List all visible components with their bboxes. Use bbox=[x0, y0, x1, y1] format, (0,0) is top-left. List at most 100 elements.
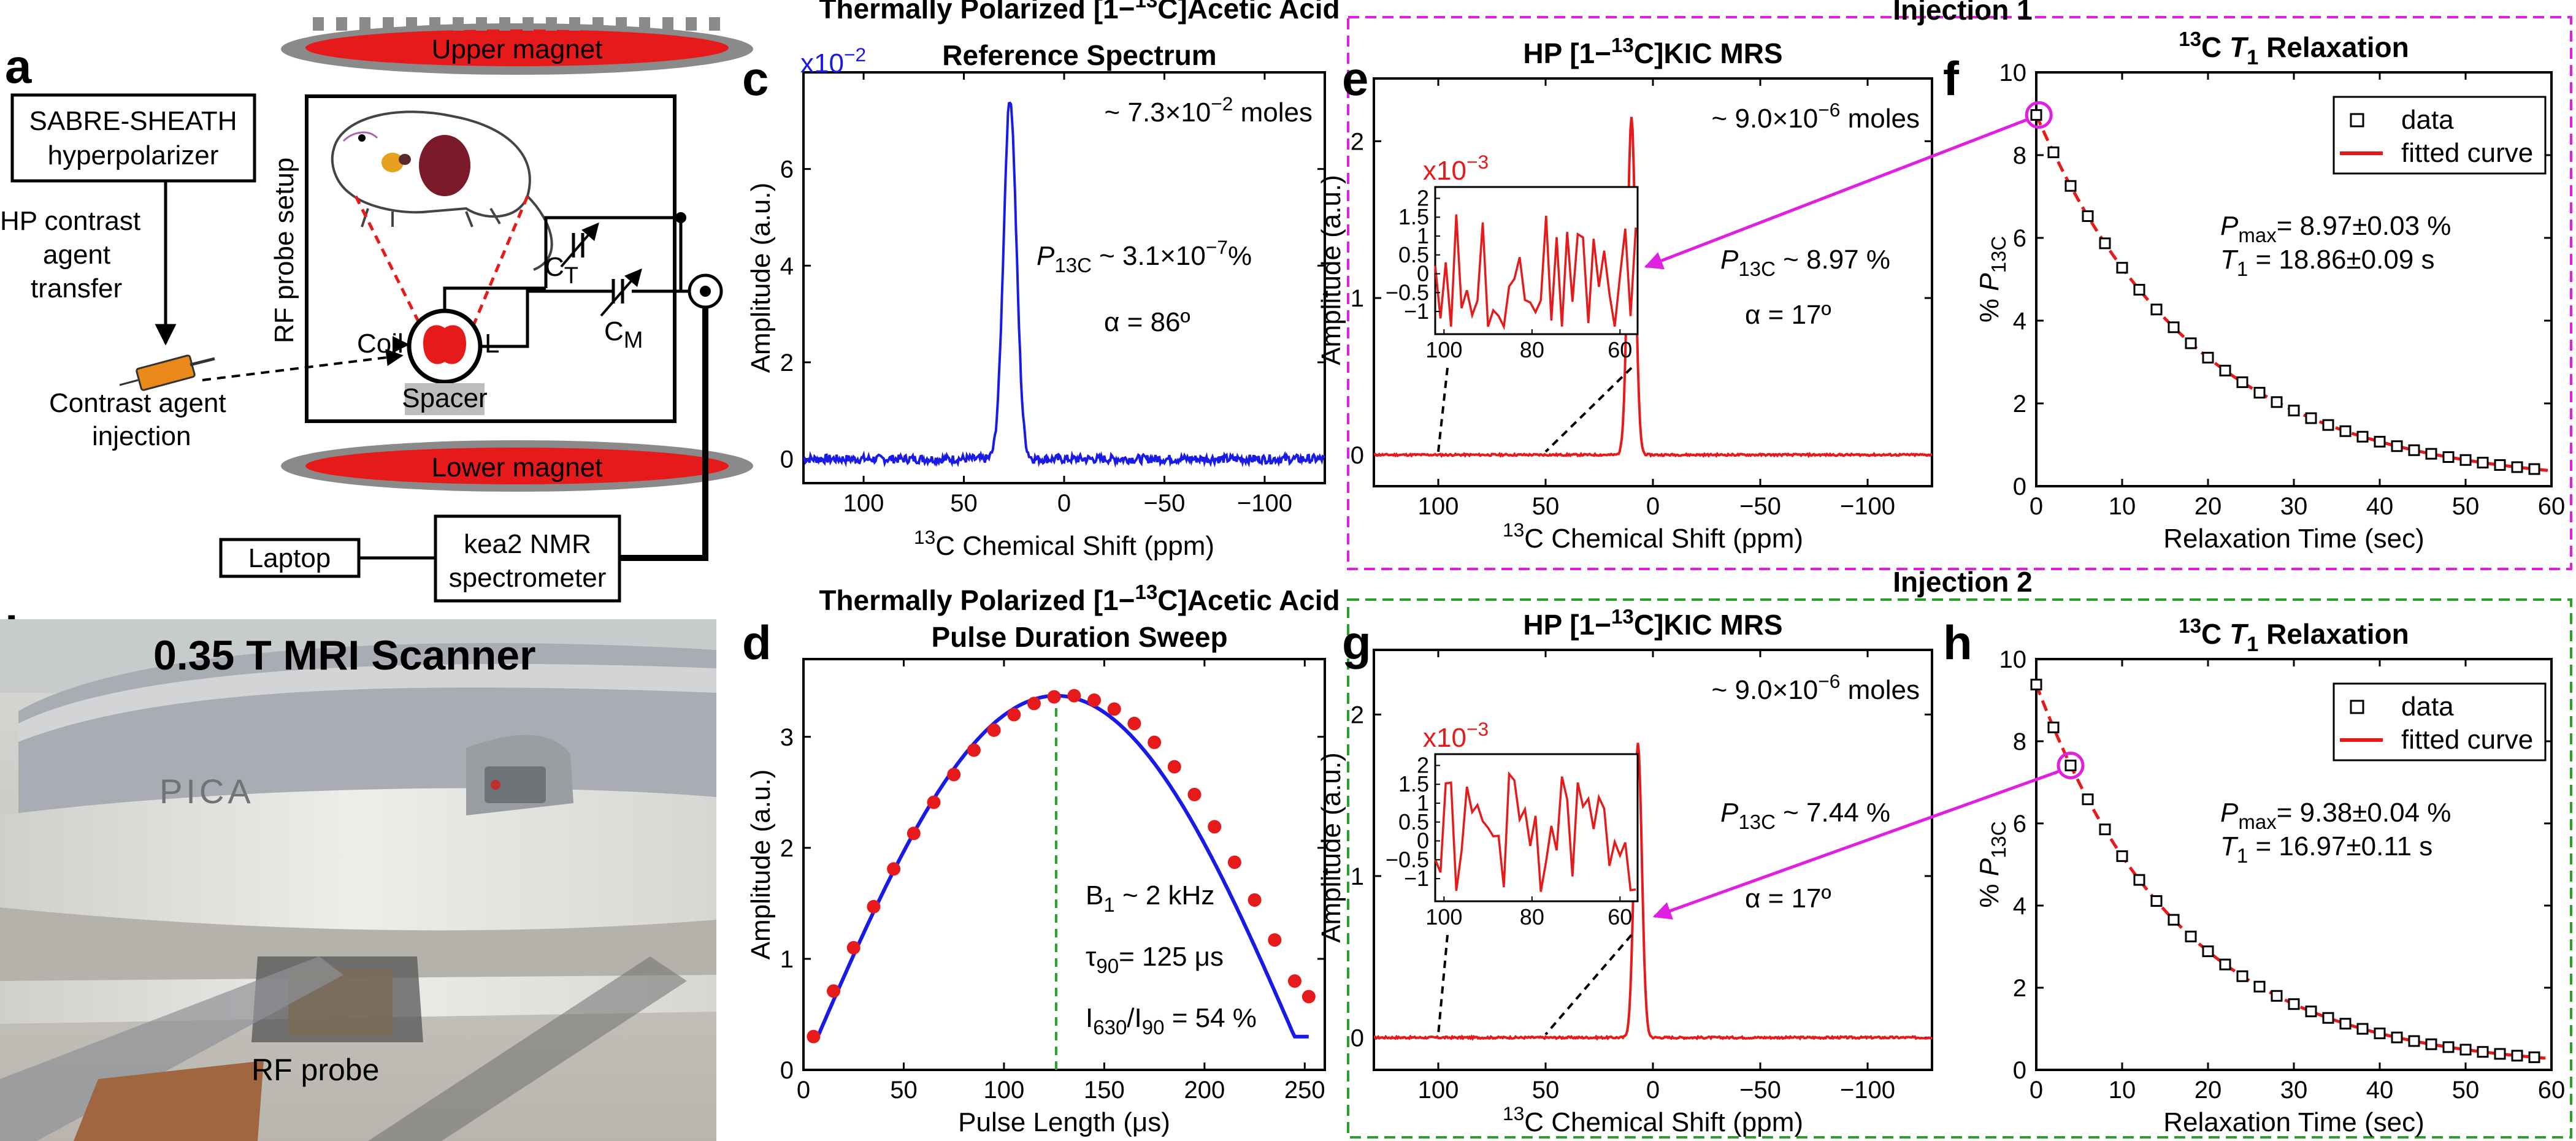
coil: Coil Spacer L bbox=[357, 308, 499, 415]
panel-label-g: g bbox=[1342, 616, 1371, 670]
chart-c-ylabel: Amplitude (a.u.) bbox=[746, 183, 776, 373]
chart-d-point bbox=[907, 826, 921, 841]
chart-h-data-point bbox=[2374, 1027, 2386, 1039]
chart-d-point bbox=[1067, 689, 1081, 703]
chart-d-point bbox=[1047, 690, 1061, 704]
chart-e-inset-ytick-label: 0.5 bbox=[1398, 242, 1429, 267]
cross-panel-arrows bbox=[1644, 101, 2085, 920]
chart-g-inset-ytick-label: −0.5 bbox=[1386, 847, 1429, 872]
chart-h-ytick-label: 10 bbox=[1999, 646, 2027, 673]
chart-c-spectrum-line bbox=[802, 101, 1326, 468]
chart-f-data-point bbox=[2356, 430, 2369, 443]
chart-h-ytick-label: 8 bbox=[2013, 728, 2026, 755]
chart-e-ylabel: Amplitude (a.u.) bbox=[1316, 175, 1346, 365]
chart-f-data-point bbox=[2511, 461, 2523, 473]
chart-e-xtick-label: 0 bbox=[1646, 493, 1660, 520]
chart-f-xtick-label: 10 bbox=[2109, 493, 2136, 520]
chart-e-ytick-label: 1 bbox=[1351, 285, 1364, 312]
chart-f-data-point bbox=[2477, 457, 2489, 469]
injection-1-label: Injection 1 bbox=[1893, 0, 2032, 26]
chart-d-point bbox=[1227, 855, 1241, 869]
chart-d-point bbox=[827, 984, 841, 998]
chart-f-data-point bbox=[2391, 440, 2403, 452]
chart-h-data-point bbox=[2116, 850, 2128, 862]
chart-h-t1-relaxation-inj2: 0 10 20 30 40 50 60 0 2 4 6 8 10 13C T1 Relaxation Rel… bbox=[1974, 615, 2565, 1137]
arrow-f-to-e bbox=[1644, 118, 2028, 270]
injection-2-label: Injection 2 bbox=[1893, 566, 2032, 598]
chart-f-data-point bbox=[2339, 425, 2352, 437]
dashed-guide-left bbox=[354, 195, 425, 332]
chart-h-data-point bbox=[2064, 760, 2077, 772]
chart-f-data-point bbox=[2168, 321, 2180, 334]
chart-c-xlabel: 13C Chemical Shift (ppm) bbox=[914, 526, 1214, 561]
chart-d-point bbox=[1027, 696, 1041, 711]
chart-f-xtick-label: 30 bbox=[2280, 493, 2308, 520]
chart-e-inset-line bbox=[1434, 214, 1637, 330]
chart-d-point bbox=[947, 768, 961, 782]
chart-f-legend-data: data bbox=[2401, 105, 2454, 135]
chart-f-data-point bbox=[2271, 396, 2283, 408]
chart-d-point bbox=[807, 1029, 821, 1044]
chart-h-data-point bbox=[2150, 895, 2163, 907]
lower-magnet-label: Lower magnet bbox=[432, 452, 603, 483]
panel-label-f: f bbox=[1943, 52, 1960, 105]
chart-c-alpha: α = 86º bbox=[1104, 307, 1190, 337]
chart-g-inset-ytick-label: −1 bbox=[1404, 866, 1429, 891]
chart-g-inset-scale: x10−3 bbox=[1423, 718, 1489, 753]
chart-d-point bbox=[1287, 974, 1301, 988]
chart-f-xtick-label: 40 bbox=[2366, 493, 2394, 520]
upper-magnet-label: Upper magnet bbox=[432, 34, 603, 64]
chart-g-xtick-label: 100 bbox=[1418, 1077, 1459, 1104]
chart-e-title: HP [1−13C]KIC MRS bbox=[1523, 34, 1782, 69]
chart-f-ylabel: % P13C bbox=[1974, 236, 2010, 322]
chart-h-data-point bbox=[2511, 1050, 2523, 1062]
chart-h-legend bbox=[2333, 682, 2547, 761]
chart-h-data-point bbox=[2442, 1041, 2455, 1053]
chart-h-data-point bbox=[2288, 998, 2300, 1010]
chart-h-data-point bbox=[2408, 1035, 2420, 1047]
spectrometer-label-1: kea2 NMR bbox=[464, 529, 591, 559]
chart-g-ytick-label: 2 bbox=[1351, 701, 1364, 728]
lower-magnet: Lower magnet bbox=[281, 440, 753, 492]
chart-d-point bbox=[1268, 933, 1282, 947]
chart-d-point bbox=[1148, 735, 1162, 749]
chart-g-alpha: α = 17º bbox=[1745, 883, 1831, 914]
chart-c-ytick-label: 0 bbox=[780, 446, 794, 473]
chart-h-legend-data: data bbox=[2401, 692, 2454, 722]
chart-h-data-point bbox=[2305, 1006, 2317, 1018]
chart-h-xtick-label: 50 bbox=[2452, 1077, 2480, 1104]
chart-d-tau: τ90= 125 μs bbox=[1086, 942, 1224, 977]
chart-g-inset-xtick-label: 80 bbox=[1520, 904, 1544, 929]
chart-f-data-point bbox=[2442, 451, 2455, 463]
chart-e-zoom-left bbox=[1437, 367, 1449, 452]
spacer-block bbox=[405, 383, 485, 415]
chart-f-title: 13C T1 Relaxation bbox=[2179, 28, 2409, 69]
chart-d-ylabel: Amplitude (a.u.) bbox=[746, 769, 776, 960]
chart-d-point bbox=[1167, 760, 1181, 774]
chart-c-moles: ~ 7.3×10−2 moles bbox=[1105, 93, 1313, 128]
chart-g-inset-line bbox=[1434, 771, 1636, 892]
chart-d-point bbox=[867, 899, 881, 914]
injection-1-box bbox=[1347, 16, 2572, 570]
transfer-label-1: HP contrast bbox=[0, 206, 140, 236]
chart-f-data-point bbox=[2133, 284, 2145, 296]
junction-dot bbox=[675, 212, 686, 223]
panel-label-a: a bbox=[5, 39, 32, 93]
chart-d-frame bbox=[802, 658, 1326, 1071]
chart-h-data-point bbox=[2528, 1051, 2540, 1063]
chart-c-xtick-label: −100 bbox=[1237, 490, 1292, 517]
chart-e-moles: ~ 9.0×10−6 moles bbox=[1712, 99, 1920, 134]
chart-f-data-point bbox=[2288, 405, 2300, 417]
chart-h-data-point bbox=[2099, 823, 2111, 836]
chart-g-inset-ytick-label: 1.5 bbox=[1398, 771, 1429, 796]
chart-f-data-point bbox=[2528, 463, 2540, 475]
chart-d-point bbox=[846, 941, 861, 955]
chart-d-point bbox=[927, 795, 941, 809]
injection-label-2: injection bbox=[92, 421, 191, 451]
chart-e-inset-ytick-label: 0 bbox=[1417, 261, 1429, 286]
chart-f-data-point bbox=[2253, 386, 2266, 399]
chart-h-data-point bbox=[2236, 970, 2248, 982]
chart-h-data-point bbox=[2030, 679, 2042, 691]
chart-f-t1: T1 = 18.86±0.09 s bbox=[2220, 245, 2435, 280]
chart-d-ytick-label: 3 bbox=[780, 724, 794, 751]
